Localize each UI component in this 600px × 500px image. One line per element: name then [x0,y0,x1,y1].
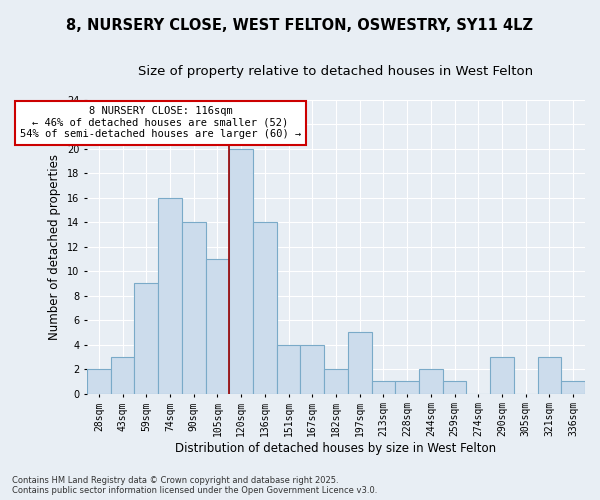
Title: Size of property relative to detached houses in West Felton: Size of property relative to detached ho… [139,65,533,78]
Bar [348,332,371,394]
Bar [419,369,443,394]
Y-axis label: Number of detached properties: Number of detached properties [48,154,61,340]
Bar [182,222,206,394]
Text: 8, NURSERY CLOSE, WEST FELTON, OSWESTRY, SY11 4LZ: 8, NURSERY CLOSE, WEST FELTON, OSWESTRY,… [67,18,533,32]
Bar [158,198,182,394]
Bar [253,222,277,394]
Bar [110,357,134,394]
Text: 8 NURSERY CLOSE: 116sqm
← 46% of detached houses are smaller (52)
54% of semi-de: 8 NURSERY CLOSE: 116sqm ← 46% of detache… [20,106,301,140]
Bar [490,357,514,394]
Bar [301,344,324,394]
Bar [324,369,348,394]
Text: Contains HM Land Registry data © Crown copyright and database right 2025.
Contai: Contains HM Land Registry data © Crown c… [12,476,377,495]
Bar [277,344,301,394]
Bar [561,382,585,394]
Bar [229,149,253,394]
Bar [371,382,395,394]
Bar [134,284,158,394]
X-axis label: Distribution of detached houses by size in West Felton: Distribution of detached houses by size … [175,442,497,455]
Bar [538,357,561,394]
Bar [443,382,466,394]
Bar [206,259,229,394]
Bar [395,382,419,394]
Bar [87,369,110,394]
